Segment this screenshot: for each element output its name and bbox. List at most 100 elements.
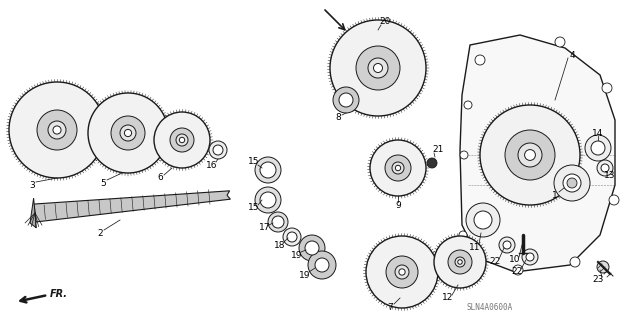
Text: 2: 2 bbox=[97, 228, 103, 238]
Circle shape bbox=[525, 150, 536, 160]
Circle shape bbox=[53, 126, 61, 134]
Circle shape bbox=[518, 143, 542, 167]
Circle shape bbox=[392, 162, 404, 174]
Circle shape bbox=[370, 140, 426, 196]
Circle shape bbox=[308, 251, 336, 279]
Circle shape bbox=[480, 105, 580, 205]
Circle shape bbox=[48, 121, 66, 139]
Text: 13: 13 bbox=[604, 170, 616, 180]
Polygon shape bbox=[460, 35, 615, 272]
Circle shape bbox=[396, 165, 401, 171]
Circle shape bbox=[395, 265, 409, 279]
Circle shape bbox=[374, 63, 383, 72]
Circle shape bbox=[315, 258, 329, 272]
Circle shape bbox=[602, 83, 612, 93]
Circle shape bbox=[209, 141, 227, 159]
Polygon shape bbox=[34, 191, 230, 222]
Circle shape bbox=[475, 55, 485, 65]
Text: 17: 17 bbox=[259, 224, 271, 233]
Text: 22: 22 bbox=[490, 257, 500, 266]
Text: 15: 15 bbox=[248, 204, 260, 212]
Circle shape bbox=[597, 261, 609, 273]
Text: FR.: FR. bbox=[50, 289, 68, 299]
Circle shape bbox=[448, 250, 472, 274]
Circle shape bbox=[386, 256, 418, 288]
Text: 21: 21 bbox=[432, 145, 444, 154]
Circle shape bbox=[366, 236, 438, 308]
Text: 10: 10 bbox=[509, 256, 521, 264]
Circle shape bbox=[554, 165, 590, 201]
Circle shape bbox=[609, 195, 619, 205]
Circle shape bbox=[124, 130, 132, 137]
Circle shape bbox=[597, 160, 613, 176]
Circle shape bbox=[503, 241, 511, 249]
Circle shape bbox=[427, 158, 437, 168]
Polygon shape bbox=[30, 198, 36, 228]
Text: 16: 16 bbox=[206, 160, 218, 169]
Circle shape bbox=[526, 253, 534, 261]
Circle shape bbox=[459, 231, 467, 239]
Circle shape bbox=[255, 157, 281, 183]
Text: 4: 4 bbox=[569, 50, 575, 60]
Circle shape bbox=[170, 128, 194, 152]
Circle shape bbox=[287, 232, 297, 242]
Circle shape bbox=[255, 187, 281, 213]
Circle shape bbox=[434, 236, 486, 288]
Circle shape bbox=[356, 46, 400, 90]
Circle shape bbox=[399, 269, 405, 275]
Circle shape bbox=[260, 192, 276, 208]
Circle shape bbox=[474, 211, 492, 229]
Text: 19: 19 bbox=[300, 271, 311, 279]
Circle shape bbox=[330, 20, 426, 116]
Text: 23: 23 bbox=[592, 276, 604, 285]
Circle shape bbox=[385, 155, 411, 181]
Text: 8: 8 bbox=[335, 114, 341, 122]
Circle shape bbox=[563, 174, 581, 192]
Circle shape bbox=[268, 212, 288, 232]
Text: 5: 5 bbox=[100, 179, 106, 188]
Text: 15: 15 bbox=[248, 158, 260, 167]
Circle shape bbox=[88, 93, 168, 173]
Text: 12: 12 bbox=[442, 293, 454, 302]
Circle shape bbox=[455, 257, 465, 267]
Circle shape bbox=[111, 116, 145, 150]
Text: 1: 1 bbox=[552, 190, 558, 199]
Text: 19: 19 bbox=[291, 250, 303, 259]
Text: 3: 3 bbox=[29, 181, 35, 189]
Text: 14: 14 bbox=[592, 129, 604, 137]
Circle shape bbox=[176, 134, 188, 146]
Text: 9: 9 bbox=[395, 201, 401, 210]
Circle shape bbox=[567, 178, 577, 188]
Circle shape bbox=[585, 135, 611, 161]
Circle shape bbox=[499, 237, 515, 253]
Text: 18: 18 bbox=[275, 241, 285, 249]
Circle shape bbox=[120, 125, 136, 141]
Circle shape bbox=[464, 101, 472, 109]
Text: 7: 7 bbox=[387, 302, 393, 311]
Text: 6: 6 bbox=[157, 174, 163, 182]
Text: SLN4A0600A: SLN4A0600A bbox=[467, 303, 513, 313]
Circle shape bbox=[466, 203, 500, 237]
Circle shape bbox=[339, 93, 353, 107]
Circle shape bbox=[9, 82, 105, 178]
Circle shape bbox=[260, 162, 276, 178]
Circle shape bbox=[37, 110, 77, 150]
Circle shape bbox=[283, 228, 301, 246]
Circle shape bbox=[460, 151, 468, 159]
Circle shape bbox=[591, 141, 605, 155]
Circle shape bbox=[272, 216, 284, 228]
Circle shape bbox=[179, 137, 185, 143]
Circle shape bbox=[555, 37, 565, 47]
Circle shape bbox=[213, 145, 223, 155]
Circle shape bbox=[601, 164, 609, 172]
Circle shape bbox=[333, 87, 359, 113]
Circle shape bbox=[305, 241, 319, 255]
Text: 22: 22 bbox=[511, 268, 523, 277]
Circle shape bbox=[368, 58, 388, 78]
Circle shape bbox=[299, 235, 325, 261]
Circle shape bbox=[458, 260, 462, 264]
Circle shape bbox=[505, 130, 555, 180]
Circle shape bbox=[513, 265, 523, 275]
Circle shape bbox=[154, 112, 210, 168]
Circle shape bbox=[522, 249, 538, 265]
